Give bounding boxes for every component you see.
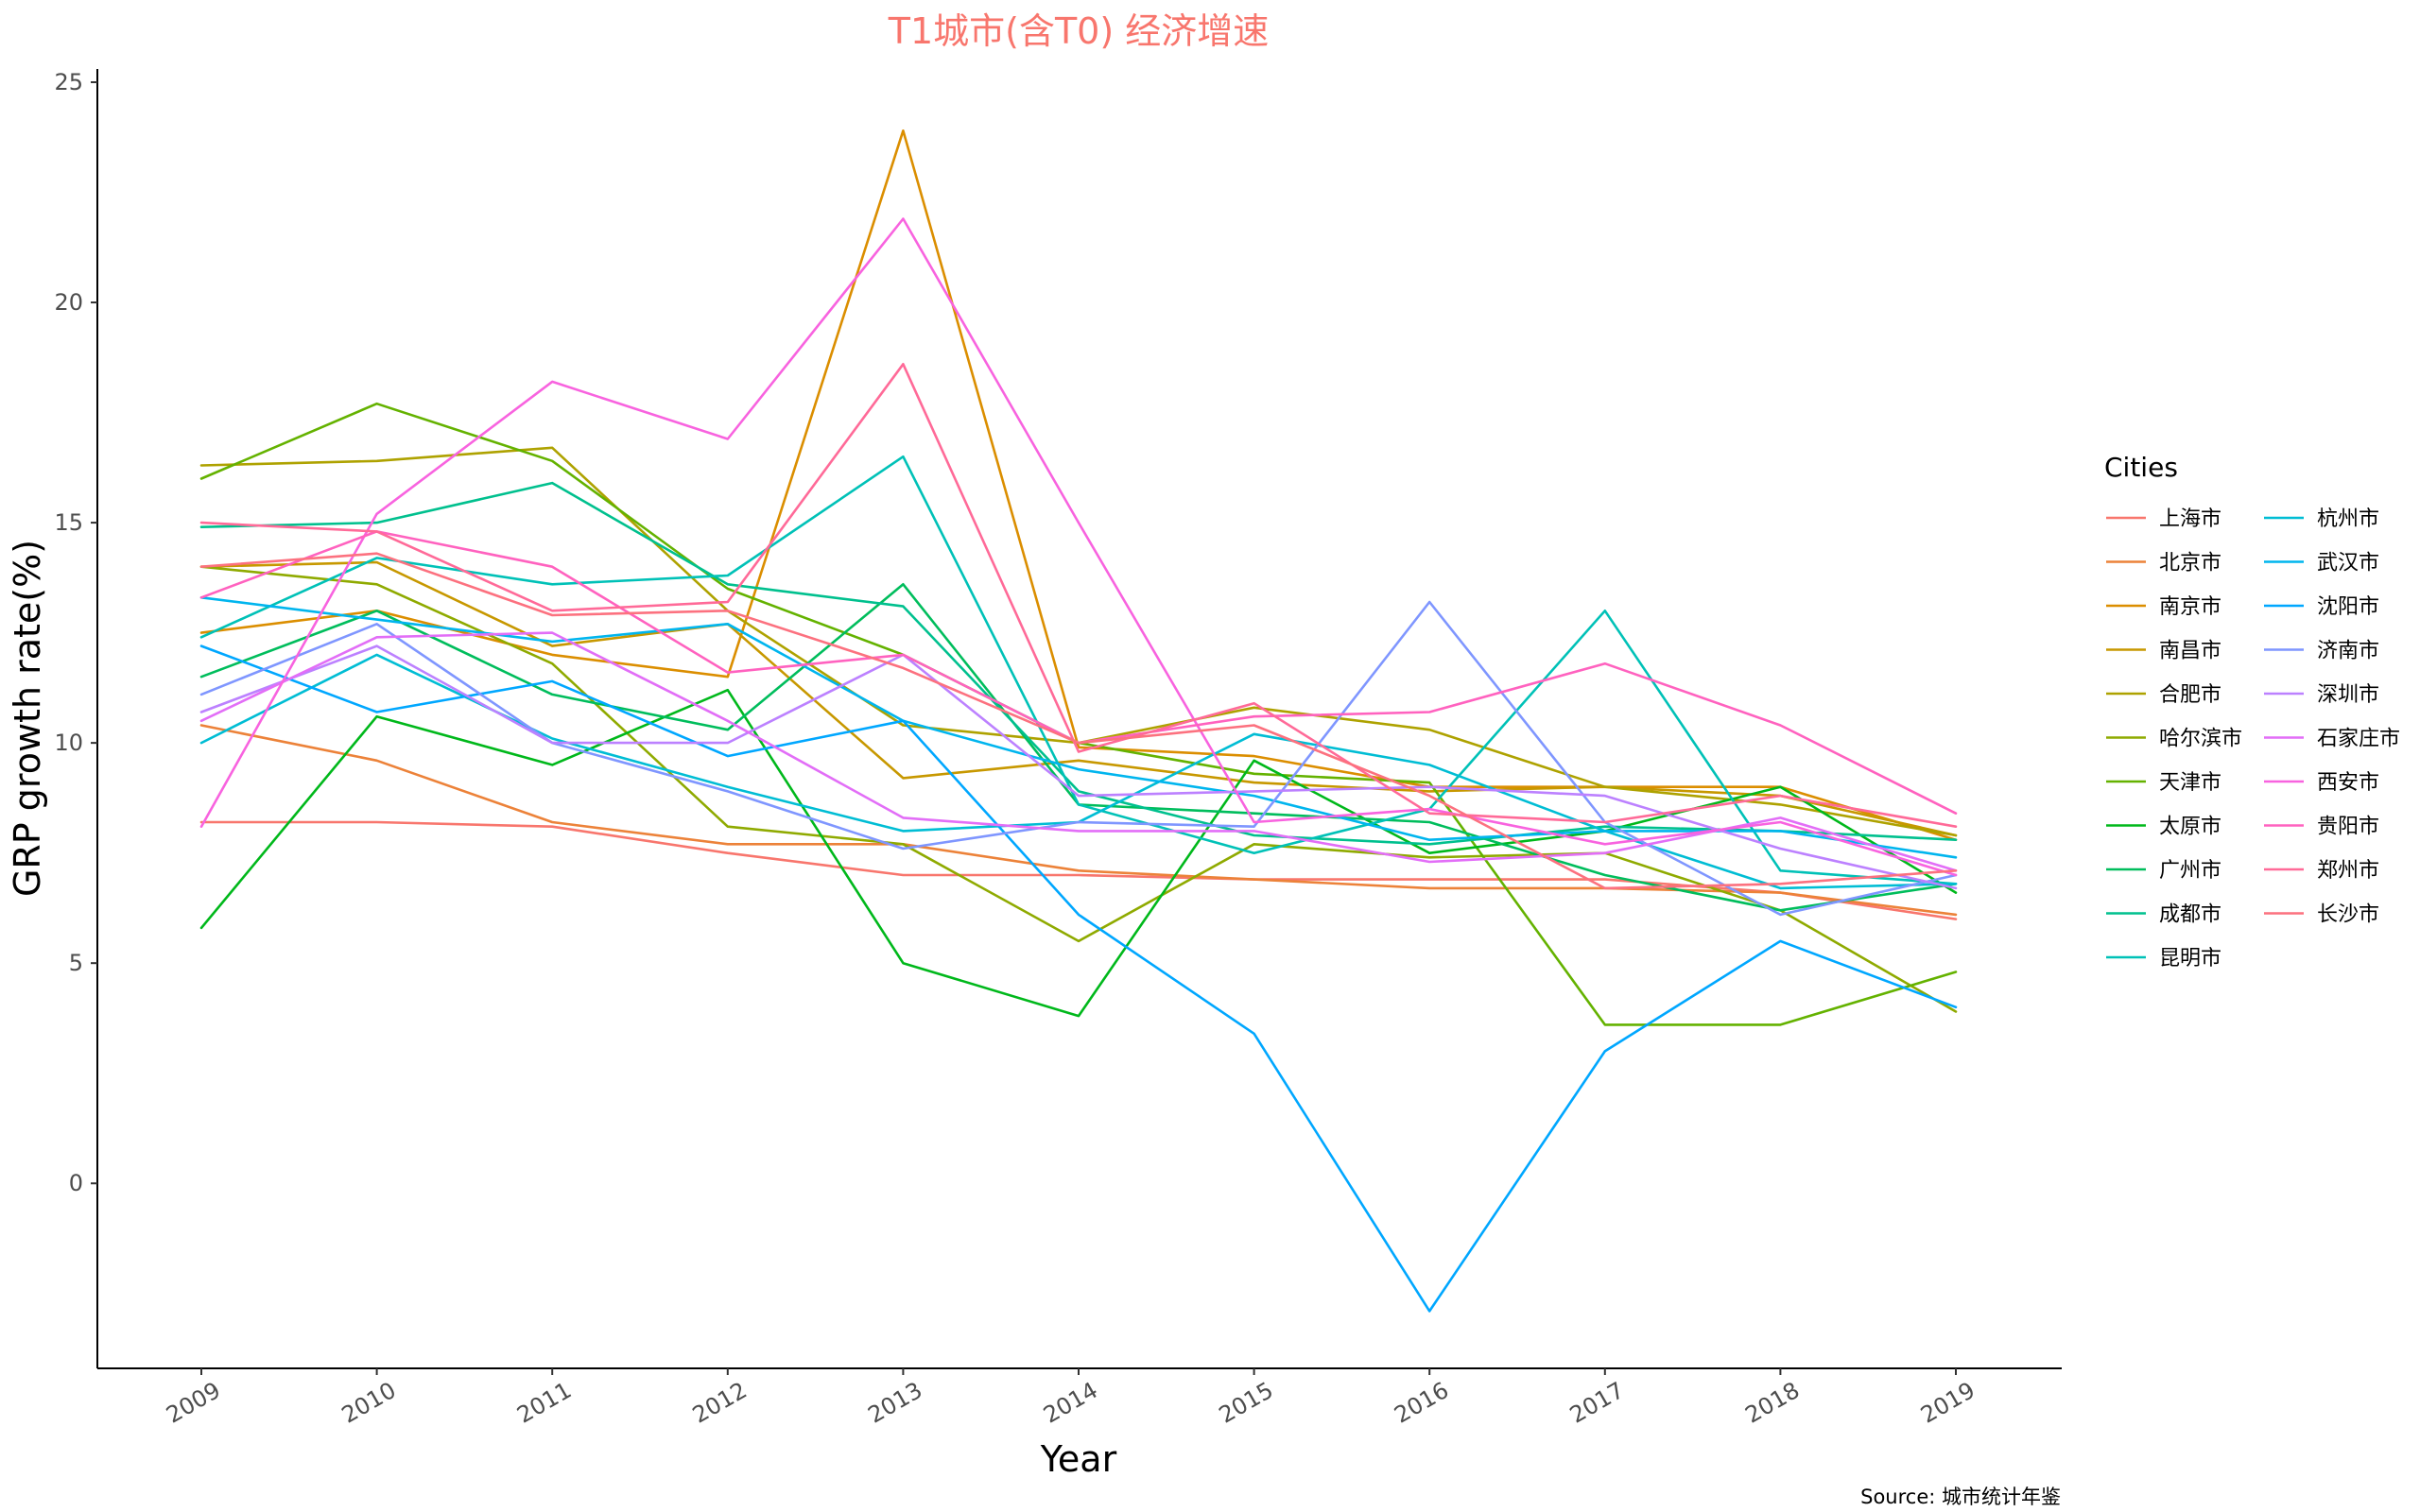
legend-item: 郑州市 bbox=[2264, 859, 2379, 883]
legend-item: 南京市 bbox=[2106, 595, 2221, 619]
series-line-贵阳市 bbox=[199, 530, 1958, 816]
legend-label: 石家庄市 bbox=[2317, 728, 2400, 751]
x-tick-label: 2013 bbox=[864, 1377, 927, 1429]
series-line-西安市 bbox=[199, 217, 1958, 877]
legend-item: 上海市 bbox=[2106, 507, 2221, 531]
legend-title: Cities bbox=[2104, 452, 2178, 483]
legend-item: 深圳市 bbox=[2264, 683, 2379, 707]
x-tick-label: 2011 bbox=[512, 1377, 576, 1429]
legend-label: 天津市 bbox=[2159, 771, 2221, 795]
source-caption: Source: 城市统计年鉴 bbox=[1860, 1486, 2061, 1508]
y-tick-label: 25 bbox=[54, 69, 83, 95]
legend-label: 昆明市 bbox=[2159, 947, 2221, 971]
legend-label: 合肥市 bbox=[2159, 683, 2221, 707]
series-line-哈尔滨市 bbox=[199, 565, 1958, 1013]
x-tick-label: 2015 bbox=[1215, 1377, 1278, 1429]
series-line-石家庄市 bbox=[199, 631, 1958, 872]
legend-label: 长沙市 bbox=[2317, 903, 2379, 927]
series-line-太原市 bbox=[199, 688, 1958, 1018]
x-tick-label: 2010 bbox=[337, 1377, 401, 1429]
series-line-南京市 bbox=[199, 129, 1958, 842]
legend-item: 太原市 bbox=[2106, 816, 2221, 839]
y-ticks: 0 5 10 15 20 25 bbox=[54, 69, 97, 1196]
legend-label: 太原市 bbox=[2159, 816, 2221, 839]
x-tick-label: 2016 bbox=[1390, 1377, 1453, 1429]
series-line-天津市 bbox=[199, 402, 1958, 1026]
y-axis-title: GRP growth rate(%) bbox=[7, 540, 48, 897]
legend-item: 天津市 bbox=[2106, 771, 2221, 795]
legend-label: 沈阳市 bbox=[2317, 595, 2379, 619]
x-tick-label: 2014 bbox=[1039, 1377, 1102, 1429]
x-tick-label: 2018 bbox=[1741, 1377, 1805, 1429]
legend-label: 深圳市 bbox=[2317, 683, 2379, 707]
x-tick-label: 2009 bbox=[162, 1377, 225, 1429]
legend-label: 济南市 bbox=[2317, 640, 2379, 663]
legend-label: 上海市 bbox=[2159, 507, 2221, 531]
series-line-杭州市 bbox=[199, 653, 1958, 890]
legend-item: 济南市 bbox=[2264, 640, 2379, 663]
legend-item: 成都市 bbox=[2106, 903, 2221, 927]
x-ticks: 2009 2010 2011 2012 2013 2014 2015 2016 2017 2018… bbox=[162, 1368, 1979, 1429]
y-tick-label: 20 bbox=[54, 289, 83, 316]
legend-item: 武汉市 bbox=[2264, 552, 2379, 576]
legend-item: 石家庄市 bbox=[2264, 728, 2400, 751]
series-line-昆明市 bbox=[199, 455, 1958, 885]
x-tick-label: 2019 bbox=[1916, 1377, 1979, 1429]
x-tick-label: 2012 bbox=[688, 1377, 752, 1429]
series-line-北京市 bbox=[199, 724, 1958, 917]
series-line-成都市 bbox=[199, 481, 1958, 846]
x-axis-title: Year bbox=[1040, 1438, 1117, 1480]
series-line-沈阳市 bbox=[199, 644, 1958, 1313]
legend-item: 南昌市 bbox=[2106, 640, 2221, 663]
y-tick-label: 0 bbox=[69, 1170, 83, 1196]
series-line-郑州市 bbox=[199, 362, 1958, 829]
legend-label: 哈尔滨市 bbox=[2159, 728, 2242, 751]
legend-label: 杭州市 bbox=[2317, 507, 2379, 531]
y-tick-label: 15 bbox=[54, 509, 83, 536]
legend-item: 广州市 bbox=[2106, 859, 2221, 883]
legend-item: 杭州市 bbox=[2264, 507, 2379, 531]
series-line-南昌市 bbox=[199, 560, 1958, 837]
legend-item: 西安市 bbox=[2264, 771, 2379, 795]
legend-item: 长沙市 bbox=[2264, 903, 2379, 927]
x-tick-label: 2017 bbox=[1565, 1377, 1629, 1429]
y-tick-label: 10 bbox=[54, 730, 83, 756]
legend-label: 武汉市 bbox=[2317, 552, 2379, 576]
legend-label: 南昌市 bbox=[2159, 640, 2221, 663]
legend-label: 成都市 bbox=[2159, 903, 2221, 927]
legend: Cities 上海市北京市南京市南昌市合肥市哈尔滨市天津市太原市广州市成都市昆明… bbox=[2104, 452, 2400, 971]
legend-item: 昆明市 bbox=[2106, 947, 2221, 971]
series-line-武汉市 bbox=[199, 595, 1958, 859]
series-line-长沙市 bbox=[199, 552, 1958, 890]
legend-label: 北京市 bbox=[2159, 552, 2221, 576]
legend-label: 南京市 bbox=[2159, 595, 2221, 619]
legend-item: 合肥市 bbox=[2106, 683, 2221, 707]
series-line-上海市 bbox=[199, 820, 1958, 920]
legend-item: 哈尔滨市 bbox=[2106, 728, 2242, 751]
legend-item: 北京市 bbox=[2106, 552, 2221, 576]
legend-label: 西安市 bbox=[2317, 771, 2379, 795]
chart-title: T1城市(含T0) 经济增速 bbox=[888, 10, 1270, 52]
series-line-合肥市 bbox=[199, 446, 1958, 837]
legend-item: 沈阳市 bbox=[2264, 595, 2379, 619]
legend-label: 贵阳市 bbox=[2317, 816, 2379, 839]
series-line-济南市 bbox=[199, 600, 1958, 917]
legend-item: 贵阳市 bbox=[2264, 816, 2379, 839]
legend-label: 郑州市 bbox=[2317, 859, 2379, 883]
legend-label: 广州市 bbox=[2159, 859, 2221, 883]
y-tick-label: 5 bbox=[69, 950, 83, 976]
series-lines bbox=[199, 129, 1958, 1313]
